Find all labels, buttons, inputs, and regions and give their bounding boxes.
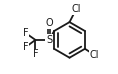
Text: F: F — [23, 28, 28, 38]
Text: F: F — [33, 49, 38, 59]
Text: S: S — [46, 35, 52, 45]
Text: Cl: Cl — [89, 50, 99, 60]
Text: F: F — [23, 42, 28, 52]
Text: O: O — [45, 18, 53, 28]
Text: Cl: Cl — [71, 4, 81, 14]
